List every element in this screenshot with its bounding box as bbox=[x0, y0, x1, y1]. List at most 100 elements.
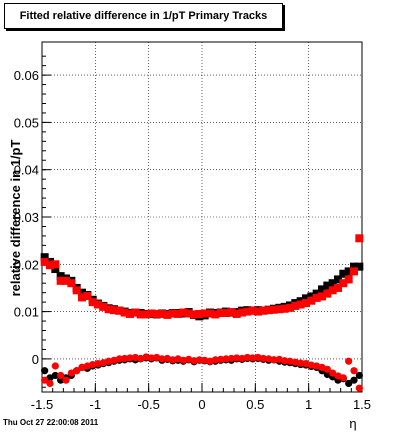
data-point bbox=[227, 308, 236, 317]
data-point bbox=[249, 354, 257, 362]
data-point bbox=[259, 354, 267, 363]
data-point bbox=[323, 365, 331, 373]
data-point bbox=[232, 309, 241, 318]
data-point bbox=[163, 310, 172, 319]
data-point bbox=[115, 355, 123, 363]
data-point bbox=[216, 309, 225, 318]
y-tick-label: 0.01 bbox=[14, 305, 39, 320]
data-point bbox=[286, 303, 294, 312]
data-point bbox=[56, 276, 65, 285]
data-point bbox=[195, 356, 203, 364]
data-point bbox=[275, 305, 284, 314]
data-point bbox=[131, 353, 139, 362]
data-point bbox=[200, 309, 209, 318]
data-point bbox=[227, 354, 235, 363]
y-tick-label: 0.02 bbox=[14, 257, 39, 272]
data-point bbox=[147, 309, 156, 318]
x-tick-label: 0 bbox=[198, 397, 205, 412]
data-point bbox=[233, 354, 241, 362]
data-point bbox=[328, 279, 337, 288]
x-axis-label: η bbox=[349, 416, 356, 431]
data-point bbox=[126, 309, 134, 318]
data-point bbox=[350, 367, 358, 375]
data-point bbox=[169, 356, 177, 364]
data-point bbox=[120, 308, 129, 317]
data-point bbox=[152, 309, 161, 318]
timestamp: Thu Oct 27 22:00:08 2011 bbox=[3, 418, 99, 427]
data-point bbox=[312, 293, 321, 302]
data-point bbox=[56, 272, 65, 281]
data-point bbox=[121, 354, 129, 363]
data-point bbox=[142, 310, 150, 319]
data-point bbox=[243, 307, 252, 316]
data-point bbox=[158, 355, 166, 363]
data-point bbox=[179, 356, 187, 364]
y-tick-label: 0.03 bbox=[14, 210, 39, 225]
data-point bbox=[217, 355, 225, 363]
data-point bbox=[211, 356, 219, 364]
data-point bbox=[51, 362, 59, 370]
data-point bbox=[350, 267, 358, 276]
data-point bbox=[339, 269, 348, 278]
data-point bbox=[291, 301, 300, 310]
data-point bbox=[254, 307, 262, 316]
data-point bbox=[206, 309, 214, 318]
data-point bbox=[264, 306, 273, 315]
data-point bbox=[339, 279, 348, 288]
data-point bbox=[51, 260, 60, 269]
data-point bbox=[307, 292, 316, 301]
data-point bbox=[195, 309, 204, 318]
data-point bbox=[280, 304, 289, 313]
data-point bbox=[94, 360, 102, 368]
data-point bbox=[99, 302, 108, 311]
data-point bbox=[323, 289, 332, 298]
x-tick-label: -1.5 bbox=[31, 397, 53, 412]
data-point bbox=[238, 308, 246, 317]
data-point bbox=[297, 359, 305, 367]
data-point bbox=[345, 379, 353, 388]
data-point bbox=[62, 276, 70, 285]
data-point bbox=[265, 355, 273, 363]
data-point bbox=[286, 357, 294, 365]
data-point bbox=[72, 286, 81, 295]
data-point bbox=[190, 357, 198, 365]
data-point bbox=[51, 265, 60, 274]
data-point bbox=[211, 310, 220, 319]
data-point bbox=[88, 298, 97, 307]
x-tick-label: 1 bbox=[305, 397, 312, 412]
x-tick-label: -0.5 bbox=[137, 397, 159, 412]
data-point bbox=[40, 257, 49, 266]
data-point bbox=[318, 285, 326, 294]
data-point bbox=[291, 358, 299, 366]
data-point bbox=[270, 305, 278, 314]
data-point bbox=[307, 361, 315, 369]
data-point bbox=[78, 293, 86, 302]
data-point bbox=[126, 354, 134, 362]
data-point bbox=[323, 281, 332, 290]
data-point bbox=[350, 376, 358, 384]
x-tick-label: -1 bbox=[90, 397, 102, 412]
data-point bbox=[110, 306, 118, 315]
data-point bbox=[73, 367, 81, 375]
data-point bbox=[179, 308, 188, 317]
data-point bbox=[344, 275, 353, 284]
data-point bbox=[270, 356, 278, 364]
data-point bbox=[201, 356, 209, 364]
y-tick-label: 0.04 bbox=[14, 163, 39, 178]
data-point bbox=[350, 262, 358, 271]
chart-title: Fitted relative difference in 1/pT Prima… bbox=[4, 3, 283, 29]
data-point bbox=[328, 286, 337, 295]
data-point bbox=[281, 357, 289, 365]
y-axis-label: relative difference in 1/pT bbox=[8, 140, 23, 297]
data-point bbox=[41, 376, 49, 384]
data-point bbox=[248, 306, 257, 315]
data-point bbox=[334, 283, 342, 292]
data-point bbox=[174, 309, 182, 318]
x-tick-label: 1.5 bbox=[353, 397, 371, 412]
data-point bbox=[57, 371, 65, 380]
data-point bbox=[355, 234, 364, 243]
data-point bbox=[355, 371, 363, 380]
data-point bbox=[78, 288, 86, 297]
data-point bbox=[46, 379, 54, 388]
